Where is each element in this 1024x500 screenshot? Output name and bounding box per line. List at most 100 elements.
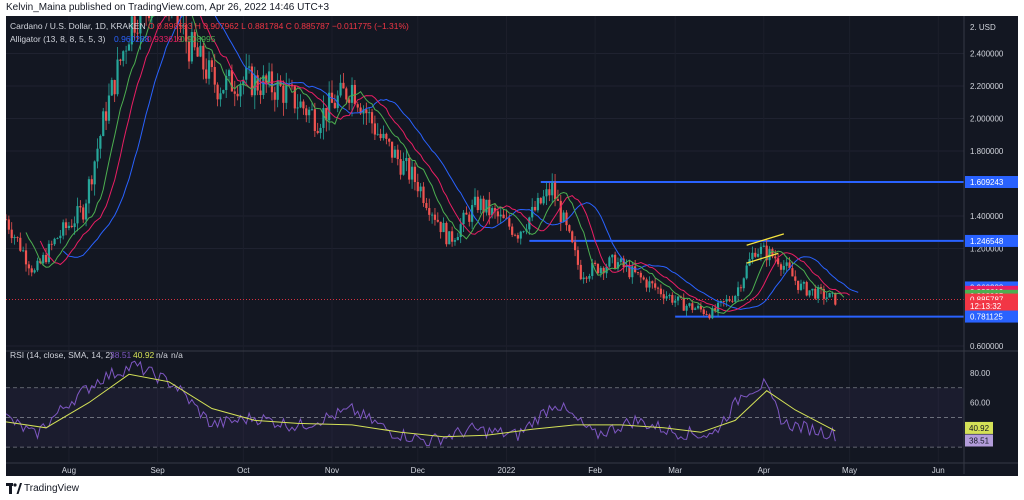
time-tick-label: May	[842, 466, 857, 475]
candle-body	[67, 225, 71, 228]
horizontal-levels[interactable]	[6, 180, 964, 318]
candle-body	[828, 292, 831, 298]
chart-area[interactable]: 2.400000 2.200000 2.000000 1.800000 1.400000…	[6, 16, 1018, 476]
legend-symbol: Cardano / U.S. Dollar, 1D, KRAKEN	[10, 21, 146, 31]
publisher-text: Kelvin_Maina published on TradingView.co…	[6, 2, 330, 13]
candle-body	[771, 249, 774, 257]
candle-body	[808, 290, 811, 296]
candle-body	[605, 266, 608, 274]
candle-body	[665, 296, 668, 299]
rsi-tick-label: 60.00	[970, 399, 991, 408]
candle-body	[459, 224, 462, 238]
candle-body	[116, 59, 119, 95]
candle-body	[79, 206, 82, 208]
rsi-tick-label: 80.00	[970, 369, 991, 378]
candle-body	[125, 50, 128, 52]
price-tag-box	[965, 234, 1018, 247]
candle-body	[90, 179, 93, 185]
candle-body	[176, 16, 179, 25]
candle-body	[711, 308, 714, 319]
candle-body	[419, 186, 422, 192]
candle-body	[436, 219, 439, 222]
axes: 2.400000 2.200000 2.000000 1.800000 1.400000…	[6, 16, 1018, 475]
candle-body	[370, 112, 374, 124]
candle-body	[522, 231, 525, 233]
candle-body	[302, 101, 305, 109]
candle-body	[84, 203, 88, 220]
candle-body	[428, 208, 431, 215]
candle-body	[722, 301, 725, 302]
candle-body	[408, 158, 411, 180]
candle-body	[182, 24, 185, 27]
candle-body	[614, 254, 617, 269]
candle-body	[56, 238, 59, 239]
candle-body	[136, 32, 139, 34]
candle-body	[565, 212, 568, 226]
candle-body	[333, 102, 336, 109]
candle-body	[376, 133, 379, 135]
candle-body	[193, 32, 196, 48]
candle-body	[536, 197, 540, 211]
candle-body	[533, 206, 537, 211]
candle-body	[797, 280, 800, 290]
candle-body	[742, 278, 745, 289]
candle-body	[276, 80, 279, 100]
candle-body	[799, 283, 803, 290]
candle-body	[416, 182, 419, 192]
candle-body	[479, 198, 482, 211]
candle-body	[736, 287, 740, 297]
candle-body	[388, 138, 391, 142]
candle-body	[239, 85, 242, 97]
candle-body	[402, 160, 405, 175]
candle-body	[7, 219, 10, 230]
candle-body	[107, 95, 111, 121]
price-tick-label: 2.200000	[970, 82, 1004, 91]
candle-body	[625, 264, 628, 268]
candle-body	[622, 258, 625, 268]
alligator-jaw-line	[62, 16, 859, 310]
tradingview-logo-icon	[6, 483, 22, 494]
candle-body	[448, 231, 451, 245]
candle-body	[210, 60, 213, 68]
candle-body	[393, 149, 397, 158]
candle-body	[187, 41, 191, 62]
candle-body	[631, 266, 634, 278]
candle-body	[654, 283, 657, 288]
publisher-bar: Kelvin_Maina published on TradingView.co…	[0, 0, 1024, 16]
candle-body	[757, 253, 760, 257]
price-tag-box	[965, 300, 1018, 313]
candle-body	[716, 302, 720, 312]
candle-body	[133, 16, 136, 33]
candle-body	[502, 214, 505, 219]
candle-body	[728, 299, 731, 301]
candle-body	[256, 75, 259, 91]
candle-body	[348, 99, 351, 103]
candle-body	[488, 199, 491, 216]
rsi-ma-line	[6, 373, 836, 438]
candle-body	[719, 301, 723, 303]
candle-body	[213, 67, 216, 85]
candle-body	[817, 287, 820, 299]
candle-body	[591, 262, 594, 276]
candle-body	[282, 85, 285, 103]
candle-body	[127, 44, 131, 51]
candles	[6, 16, 837, 320]
candle-body	[76, 206, 79, 224]
candle-body	[573, 242, 577, 251]
candle-body	[513, 234, 517, 236]
candle-body	[110, 80, 113, 96]
trend-channel[interactable]	[746, 233, 785, 264]
candle-body	[834, 292, 837, 305]
chart-canvas[interactable]: 2.400000 2.200000 2.000000 1.800000 1.400000…	[6, 16, 1018, 476]
legend-rsi-na-2: n/a	[171, 350, 183, 360]
candle-body	[691, 303, 694, 310]
footer: TradingView	[0, 478, 1024, 500]
candle-body	[19, 237, 22, 251]
candle-body	[22, 250, 25, 252]
candle-body	[42, 254, 45, 264]
candle-body	[496, 211, 499, 217]
candle-body	[413, 166, 417, 183]
candle-body	[628, 264, 631, 278]
candle-body	[511, 226, 514, 235]
candle-body	[794, 276, 797, 281]
